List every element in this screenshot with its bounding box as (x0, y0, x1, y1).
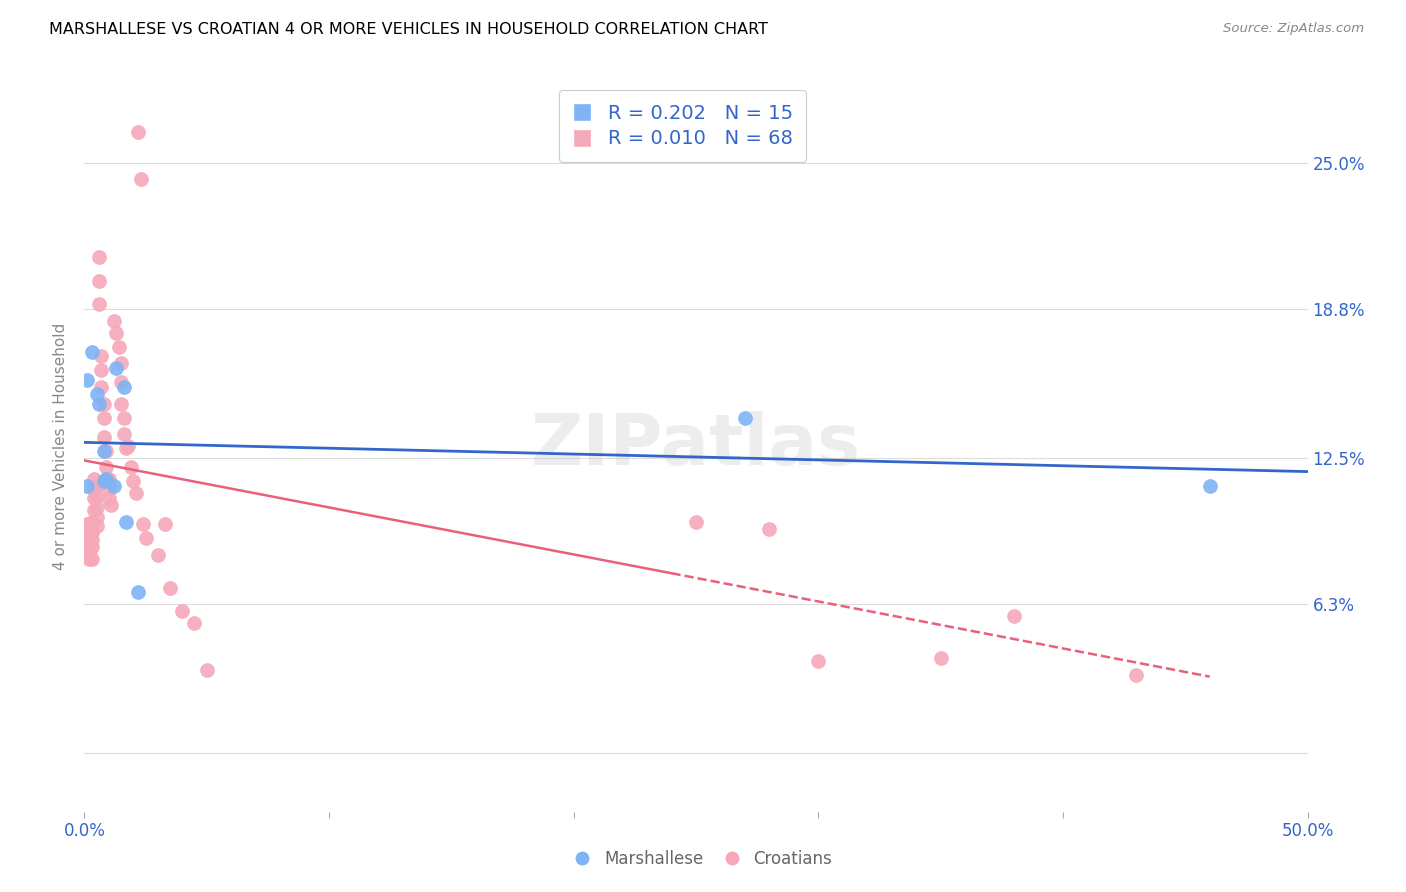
Point (77, 538, 100, 552)
Point (86, 500, 108, 515)
Text: Source: ZipAtlas.com: Source: ZipAtlas.com (1223, 22, 1364, 36)
Point (80, 526, 103, 541)
Point (80, 552, 103, 566)
Point (93, 396, 115, 410)
Point (80, 533, 103, 548)
Point (115, 442, 138, 456)
Point (127, 585, 149, 599)
Point (86, 479, 108, 493)
Point (97, 482, 120, 496)
Point (90, 380, 112, 394)
Point (77, 529, 100, 543)
Point (80, 515, 103, 529)
Point (87, 274, 110, 288)
Point (105, 326, 128, 340)
Point (76, 373, 98, 387)
Text: ZIPatlas: ZIPatlas (531, 411, 860, 481)
Point (105, 361, 128, 376)
Y-axis label: 4 or more Vehicles in Household: 4 or more Vehicles in Household (53, 322, 69, 570)
Point (76, 533, 98, 548)
Point (87, 297, 110, 311)
Point (76, 516, 98, 531)
Point (807, 654, 830, 668)
Point (83, 491, 105, 505)
Point (112, 380, 135, 394)
Point (77, 552, 100, 566)
Point (96, 472, 118, 486)
Point (172, 604, 194, 618)
Point (159, 581, 181, 595)
Text: MARSHALLESE VS CROATIAN 4 OR MORE VEHICLES IN HOUSEHOLD CORRELATION CHART: MARSHALLESE VS CROATIAN 4 OR MORE VEHICL… (49, 22, 768, 37)
Point (86, 489, 108, 503)
Point (758, 522, 780, 536)
Point (112, 427, 135, 442)
Point (1002, 608, 1025, 623)
Point (86, 519, 108, 533)
Point (110, 376, 132, 390)
Point (83, 472, 105, 486)
Point (103, 479, 125, 493)
Legend: Marshallese, Croatians: Marshallese, Croatians (568, 844, 838, 875)
Point (87, 396, 110, 410)
Point (90, 363, 112, 377)
Point (96, 443, 118, 458)
Point (86, 509, 108, 524)
Point (93, 429, 115, 443)
Point (127, 125, 149, 139)
Point (96, 460, 118, 475)
Point (80, 344, 103, 359)
Point (77, 519, 100, 533)
Point (97, 472, 120, 486)
Point (110, 356, 132, 370)
Point (76, 541, 98, 555)
Point (110, 396, 132, 410)
Point (1198, 479, 1220, 493)
Point (115, 515, 138, 529)
Point (76, 524, 98, 538)
Point (120, 460, 142, 475)
Point (97, 491, 120, 505)
Point (146, 548, 169, 562)
Point (76, 479, 98, 493)
Point (117, 439, 139, 453)
Point (112, 410, 135, 425)
Point (96, 472, 118, 486)
Point (83, 482, 105, 496)
Point (195, 663, 218, 677)
Point (153, 516, 176, 531)
Point (86, 387, 108, 401)
Point (83, 502, 105, 516)
Point (734, 410, 756, 425)
Point (107, 340, 129, 354)
Point (125, 486, 148, 500)
Point (93, 475, 115, 489)
Point (103, 314, 125, 328)
Point (685, 515, 707, 529)
Point (87, 250, 110, 264)
Point (929, 651, 952, 665)
Point (183, 615, 205, 630)
Point (80, 541, 103, 555)
Point (100, 498, 122, 512)
Point (93, 443, 115, 458)
Point (135, 531, 157, 545)
Point (132, 516, 155, 531)
Point (77, 545, 100, 559)
Point (90, 349, 112, 363)
Point (129, 172, 152, 186)
Point (93, 410, 115, 425)
Legend: R = 0.202   N = 15, R = 0.010   N = 68: R = 0.202 N = 15, R = 0.010 N = 68 (560, 90, 806, 162)
Point (1125, 668, 1147, 682)
Point (122, 475, 145, 489)
